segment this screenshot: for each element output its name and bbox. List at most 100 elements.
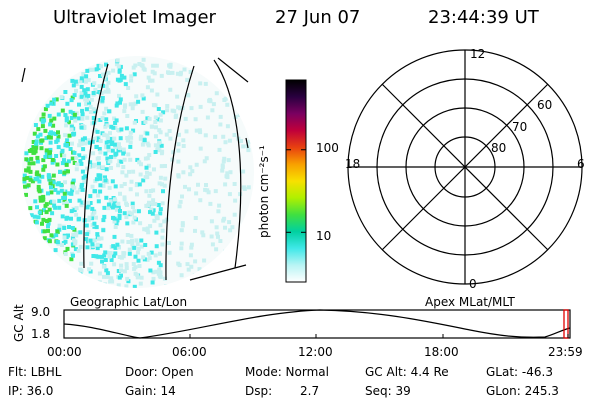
- aurora-pixel: [79, 203, 84, 208]
- aurora-pixel: [137, 62, 142, 66]
- aurora-pixel: [82, 126, 87, 130]
- aurora-pixel: [143, 243, 148, 247]
- aurora-pixel: [96, 161, 101, 166]
- aurora-pixel: [74, 206, 79, 211]
- aurora-pixel: [70, 141, 74, 146]
- aurora-pixel: [160, 235, 165, 240]
- aurora-pixel: [158, 175, 163, 180]
- aurora-pixel: [48, 122, 53, 127]
- aurora-pixel: [125, 114, 130, 118]
- aurora-pixel: [113, 121, 118, 125]
- aurora-pixel: [241, 144, 246, 149]
- aurora-pixel: [49, 101, 54, 106]
- aurora-pixel: [122, 182, 127, 186]
- time-label: 23:44:39 UT: [428, 7, 539, 28]
- aurora-pixel: [127, 135, 132, 140]
- aurora-pixel: [44, 148, 49, 153]
- aurora-pixel: [79, 84, 84, 89]
- aurora-pixel: [119, 127, 124, 132]
- aurora-pixel: [215, 231, 220, 236]
- aurora-pixel: [125, 136, 130, 140]
- aurora-pixel: [154, 134, 158, 139]
- aurora-pixel: [151, 270, 156, 275]
- aurora-pixel: [78, 139, 83, 144]
- aurora-pixel: [233, 114, 238, 119]
- aurora-pixel: [70, 226, 75, 230]
- aurora-pixel: [112, 216, 117, 221]
- aurora-pixel: [73, 247, 78, 252]
- aurora-pixel: [185, 92, 190, 97]
- aurora-pixel: [73, 118, 78, 123]
- aurora-pixel: [79, 94, 84, 99]
- aurora-pixel: [28, 169, 33, 174]
- aurora-pixel: [68, 109, 73, 114]
- mlt-label-0: 0: [469, 277, 477, 291]
- aurora-pixel: [49, 233, 54, 238]
- aurora-pixel: [155, 146, 160, 150]
- aurora-pixel: [94, 254, 99, 259]
- aurora-pixel: [80, 169, 85, 174]
- aurora-pixel: [146, 230, 151, 235]
- aurora-pixel: [188, 70, 193, 74]
- aurora-pixel: [156, 203, 161, 207]
- aurora-pixel: [104, 144, 109, 149]
- aurora-pixel: [135, 275, 140, 280]
- aurora-pixel: [115, 58, 120, 63]
- aurora-pixel: [51, 173, 56, 178]
- aurora-pixel: [123, 82, 128, 87]
- aurora-pixel: [147, 193, 152, 198]
- altitude-ylabel: GC Alt: [12, 304, 26, 342]
- aurora-pixel: [63, 133, 68, 138]
- aurora-pixel: [149, 88, 154, 93]
- colorbar: [285, 79, 307, 283]
- aurora-pixel: [24, 151, 29, 156]
- aurora-pixel: [63, 90, 68, 94]
- aurora-pixel: [238, 192, 243, 197]
- aurora-pixel: [160, 201, 165, 206]
- info-gc-alt: GC Alt: 4.4 Re: [365, 365, 449, 379]
- aurora-pixel: [111, 201, 116, 206]
- aurora-pixel: [101, 83, 105, 88]
- aurora-pixel: [124, 284, 129, 288]
- aurora-pixel: [105, 250, 110, 255]
- aurora-pixel: [136, 99, 141, 104]
- aurora-pixel: [140, 109, 145, 114]
- aurora-pixel: [184, 129, 189, 134]
- aurora-pixel: [176, 159, 181, 164]
- aurora-pixel: [204, 156, 209, 161]
- aurora-pixel: [143, 119, 148, 124]
- aurora-pixel: [143, 175, 148, 180]
- aurora-pixel: [194, 191, 199, 196]
- aurora-pixel: [138, 221, 143, 226]
- aurora-pixel: [147, 116, 152, 121]
- aurora-pixel: [115, 101, 120, 106]
- aurora-pixel: [92, 210, 97, 215]
- aurora-pixel: [96, 63, 101, 68]
- aurora-pixel: [120, 239, 125, 244]
- aurora-pixel: [118, 64, 123, 69]
- aurora-pixel: [119, 263, 124, 268]
- aurora-pixel: [154, 230, 159, 235]
- aurora-pixel: [95, 129, 100, 134]
- aurora-pixel: [56, 181, 61, 186]
- aurora-pixel: [57, 198, 62, 203]
- aurora-pixel: [60, 161, 65, 166]
- aurora-pixel: [167, 129, 172, 133]
- aurora-pixel: [128, 187, 133, 192]
- aurora-pixel: [102, 111, 107, 116]
- aurora-pixel: [40, 124, 45, 129]
- aurora-pixel: [92, 221, 97, 226]
- aurora-pixel: [35, 159, 40, 164]
- aurora-pixel: [141, 255, 146, 260]
- aurora-pixel: [74, 88, 78, 93]
- aurora-pixel: [75, 162, 80, 167]
- aurora-pixel: [141, 96, 146, 101]
- aurora-pixel: [218, 114, 223, 119]
- aurora-pixel: [97, 236, 101, 241]
- aurora-pixel: [156, 107, 161, 111]
- aurora-pixel: [56, 112, 61, 117]
- aurora-pixel: [167, 71, 172, 75]
- aurora-pixel: [124, 126, 129, 131]
- aurora-pixel: [130, 106, 135, 111]
- aurora-pixel: [148, 78, 152, 83]
